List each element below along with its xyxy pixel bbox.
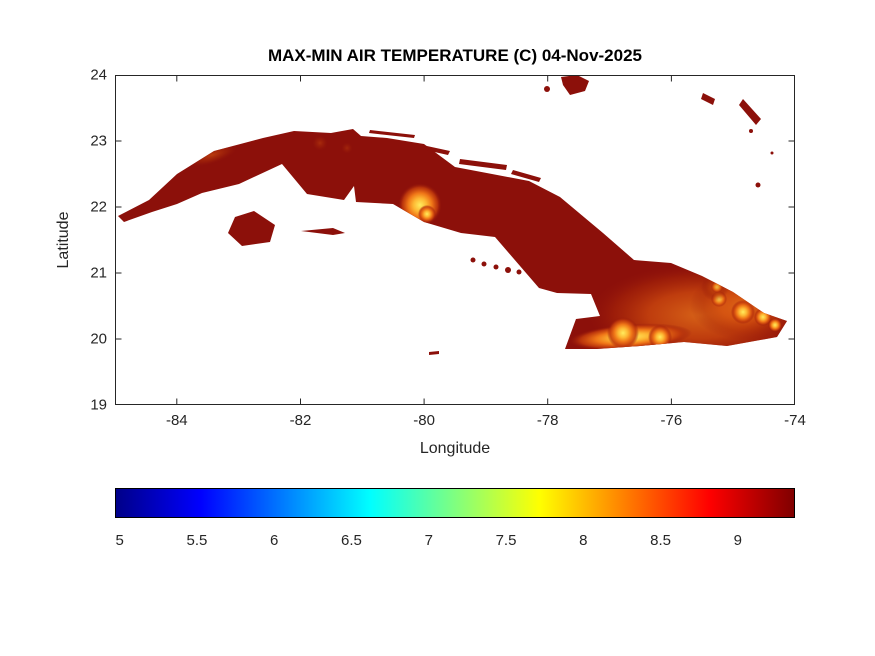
colorbar-tick-label: 7.5: [495, 532, 517, 549]
y-tick-label: 23: [90, 132, 107, 150]
x-tick-label: -80: [413, 412, 435, 429]
x-tick-label: -74: [784, 412, 806, 429]
colorbar-tick-label: 6: [270, 532, 279, 549]
axis-tick-marks: [115, 75, 795, 405]
y-tick-label: 24: [90, 66, 107, 84]
colorbar-tick-label: 5.5: [186, 532, 208, 549]
colorbar: [115, 488, 795, 518]
colorbar-tick-label: 7: [424, 532, 433, 549]
x-tick-label: -84: [165, 412, 188, 429]
small-islands: [301, 75, 774, 355]
colorbar-tick-labels: 5 5.5 6 6.5 7 7.5 8 8.5 9: [115, 532, 795, 552]
isla-de-la-juventud: [228, 211, 275, 246]
cuba-temperature-heatmap: [115, 75, 795, 405]
axes-frame: [115, 75, 795, 405]
y-axis-label: Latitude: [55, 211, 72, 269]
plot-area: [115, 75, 795, 405]
x-tick-label: -76: [660, 412, 683, 429]
x-tick-label: -82: [289, 412, 312, 429]
y-tick-label: 21: [90, 264, 107, 282]
y-tick-label: 19: [90, 396, 107, 414]
plot-title: MAX-MIN AIR TEMPERATURE (C) 04-Nov-2025: [267, 46, 643, 65]
y-tick-label: 22: [90, 198, 107, 216]
x-tick-label: -78: [536, 412, 559, 429]
colorbar-tick-label: 6.5: [340, 532, 362, 549]
colorbar-tick-label: 8.5: [650, 532, 671, 549]
y-tick-label: 20: [90, 330, 107, 348]
colorbar-tick-label: 9: [733, 532, 742, 549]
hotspot-layer: [185, 135, 787, 349]
colorbar-tick-label: 5: [115, 532, 124, 549]
colorbar-tick-label: 8: [579, 532, 588, 549]
x-axis-label: Longitude: [419, 440, 491, 457]
